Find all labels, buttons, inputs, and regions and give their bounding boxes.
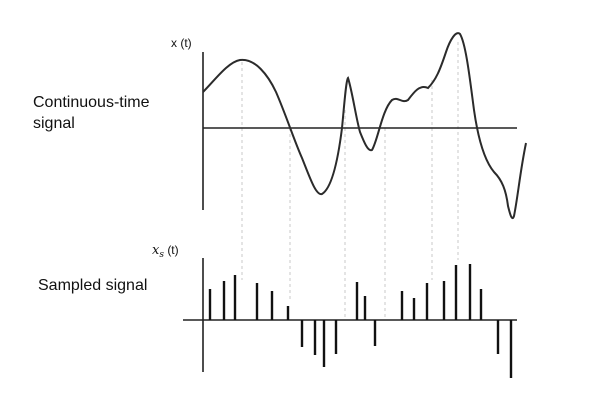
continuous-axis-label: x (t) [171, 36, 192, 50]
continuous-label-line1: Continuous-time [33, 94, 150, 111]
sample-stems [208, 264, 513, 378]
sampled-axis-label: xs (t) [152, 243, 179, 260]
sample-guides [241, 42, 459, 320]
continuous-signal-curve [202, 32, 527, 220]
continuous-signal-label: Continuous-time signal [33, 92, 183, 134]
continuous-label-line2: signal [33, 115, 75, 132]
sampled-axis-symbol: x [152, 243, 160, 258]
sampled-axis-arg: (t) [167, 243, 179, 257]
sampled-signal-label: Sampled signal [38, 277, 148, 294]
sampled-axis-subscript: s [159, 250, 164, 260]
